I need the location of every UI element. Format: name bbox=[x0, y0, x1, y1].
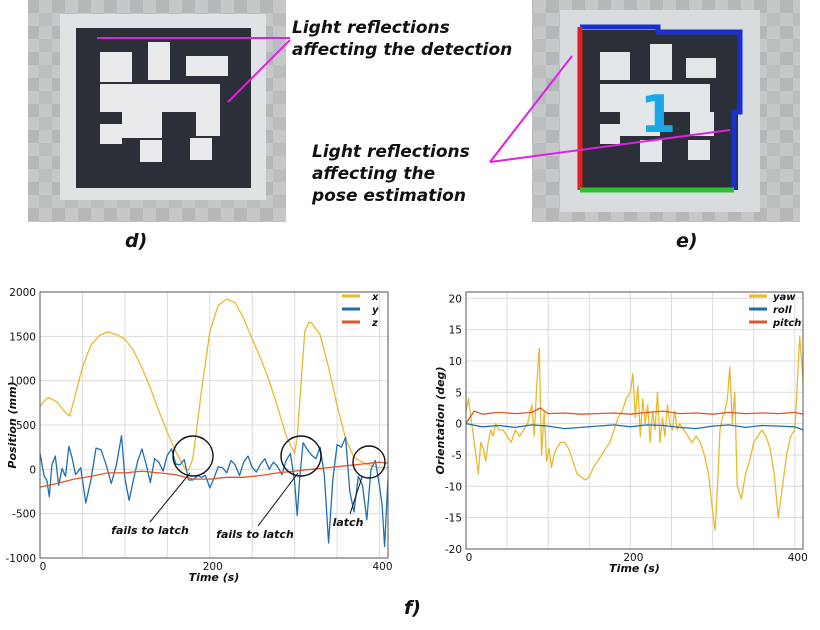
panel-e-photo: 1 bbox=[532, 0, 800, 222]
legend-label-x: x bbox=[371, 292, 379, 303]
series-line-roll bbox=[465, 422, 804, 431]
y-tick-label: -20 bbox=[445, 544, 462, 556]
y-tick-label: 0 bbox=[455, 419, 462, 431]
y-tick-label: 2000 bbox=[9, 287, 36, 299]
legend-label-y: y bbox=[372, 305, 379, 316]
legend-label-yaw: yaw bbox=[773, 292, 796, 303]
y-tick-label: -500 bbox=[12, 509, 36, 521]
panel-e-marker-pattern bbox=[600, 44, 716, 162]
panel-e-annotation-line-2 bbox=[489, 129, 731, 163]
panel-d-marker-pattern bbox=[100, 42, 228, 162]
plot-frame bbox=[465, 291, 804, 550]
panel-e-label: e) bbox=[676, 230, 698, 252]
y-tick-label: -5 bbox=[452, 450, 462, 462]
x-axis-label: Time (s) bbox=[609, 562, 660, 575]
panel-d-annotation-line-2 bbox=[227, 39, 291, 103]
panel-f-label: f) bbox=[404, 597, 421, 619]
series-line-x bbox=[39, 298, 388, 471]
x-tick-label: 200 bbox=[623, 552, 643, 564]
x-tick-label: 400 bbox=[788, 552, 808, 564]
y-tick-label: 0 bbox=[29, 464, 36, 476]
panel-e-axis-blue bbox=[580, 24, 743, 190]
panel-d-photo bbox=[28, 0, 286, 222]
panel-e-annotation: Light reflections affecting the pose est… bbox=[311, 55, 731, 206]
y-tick-label: 5 bbox=[455, 387, 462, 399]
panel-e-annotation-text-2: affecting the bbox=[312, 164, 435, 184]
annotation-circle bbox=[352, 445, 386, 479]
legend-label-roll: roll bbox=[773, 305, 792, 316]
annotation-pointer bbox=[257, 472, 299, 527]
y-tick-label: 1500 bbox=[9, 331, 36, 343]
annotation-pointer bbox=[349, 476, 363, 515]
series-line-z bbox=[39, 461, 389, 488]
legend-label-z: z bbox=[371, 318, 378, 329]
panel-e-annotation-line-1 bbox=[489, 55, 573, 163]
panel-d-label: d) bbox=[125, 230, 147, 252]
panel-d-annotation-text-2: affecting the detection bbox=[292, 40, 512, 60]
annotation-circle bbox=[280, 435, 322, 477]
panel-e-annotation-text-3: pose estimation bbox=[311, 186, 466, 206]
plot-frame bbox=[39, 291, 389, 559]
y-tick-label: 10 bbox=[449, 356, 462, 368]
series-line-pitch bbox=[465, 407, 804, 424]
y-tick-label: 500 bbox=[16, 420, 36, 432]
annotation-label: latch bbox=[333, 516, 364, 529]
panel-e-annotation-text-1: Light reflections bbox=[312, 142, 470, 162]
y-axis-label: Position (mm) bbox=[6, 381, 19, 468]
y-tick-label: 15 bbox=[449, 325, 462, 337]
y-tick-label: 20 bbox=[449, 293, 462, 305]
y-tick-label: -1000 bbox=[5, 553, 36, 565]
plot-area bbox=[466, 292, 803, 549]
y-axis-label: Orientation (deg) bbox=[434, 366, 447, 474]
x-tick-label: 0 bbox=[466, 552, 473, 564]
series-line-yaw bbox=[465, 335, 804, 531]
x-tick-label: 200 bbox=[203, 561, 223, 573]
y-tick-label: -15 bbox=[445, 513, 462, 525]
legend-label-pitch: pitch bbox=[772, 318, 801, 329]
y-tick-label: 1000 bbox=[9, 376, 36, 388]
y-tick-label: -10 bbox=[445, 481, 462, 493]
series-line-y bbox=[39, 434, 389, 548]
panel-e-marker-id: 1 bbox=[640, 85, 676, 145]
x-axis-label: Time (s) bbox=[189, 571, 240, 584]
annotation-pointer bbox=[149, 472, 191, 523]
position-chart: -1000 -500 0 500 1000 1500 2000 0 200 400 Time (s)… bbox=[5, 287, 392, 584]
x-tick-label: 0 bbox=[40, 561, 47, 573]
annotation-label: fails to latch bbox=[216, 528, 294, 541]
panel-d-annotation: Light reflections affecting the detectio… bbox=[97, 18, 512, 103]
panel-d-annotation-text-1: Light reflections bbox=[292, 18, 450, 38]
annotation-label: fails to latch bbox=[111, 524, 189, 537]
x-tick-label: 400 bbox=[372, 561, 392, 573]
annotation-circle bbox=[172, 435, 214, 477]
